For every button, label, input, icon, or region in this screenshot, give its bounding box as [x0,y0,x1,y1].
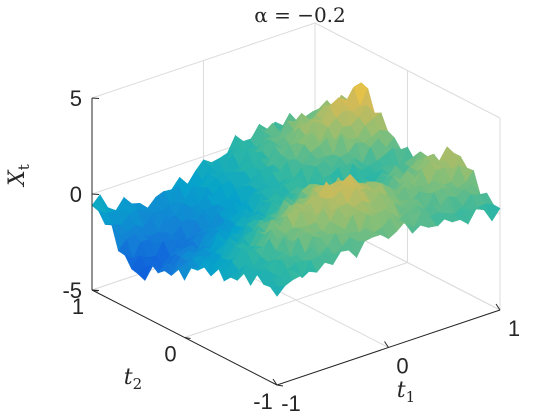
wall-grid-line [314,22,501,119]
z-tick-label: -5 [62,278,82,303]
y-tick-labels: -1 0 1 [72,289,284,414]
x-axis-label: t1 [397,378,415,406]
floor-grid-line [184,262,408,338]
x-tick-labels: -1 0 1 [272,303,520,416]
x-tick-mark [495,303,501,311]
x-tick-mark [384,341,389,348]
y-tick-label: -1 [253,389,273,414]
y-tick-mark [184,337,191,339]
x-tick-label: -1 [281,391,301,416]
y-axis-label: t2 [124,365,142,393]
surface-layer [91,82,501,297]
surface-patch [269,285,286,297]
z-tick-mark [91,97,100,99]
z-tick-label: 0 [70,182,82,207]
y-tick-label: 0 [164,342,176,367]
z-axis-label: Xt [5,164,33,188]
chart-title: α = −0.2 [254,3,346,27]
wall-grid-line [91,22,316,99]
x-tick-mark [272,378,278,386]
x-tick-label: 1 [508,316,520,341]
x-tick-label: 0 [396,354,408,379]
z-tick-labels: -5 0 5 [62,86,100,303]
y-tick-label: 1 [72,294,84,319]
z-tick-label: 5 [70,86,82,111]
z-tick-mark [91,193,100,195]
y-tick-mark [276,384,284,387]
y-tick-mark [91,289,99,292]
